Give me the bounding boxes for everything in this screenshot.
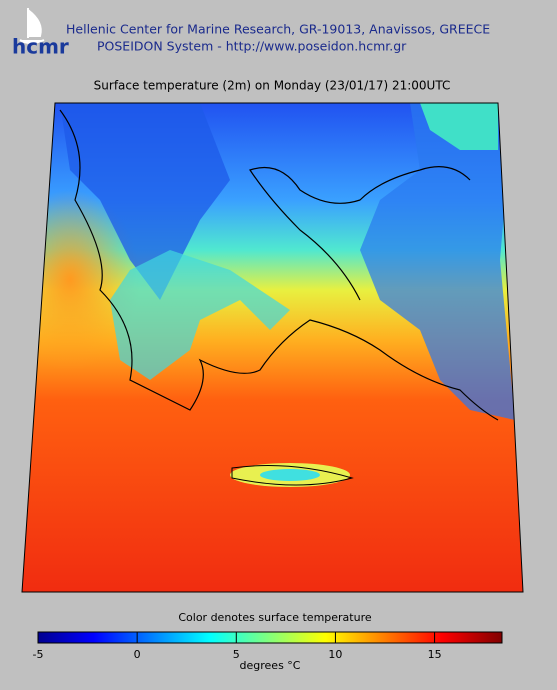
colorbar-label: Color denotes surface temperature — [178, 611, 372, 624]
land-region — [360, 103, 515, 420]
colorbar — [37, 631, 503, 644]
sea-region — [420, 103, 498, 150]
island — [260, 469, 320, 481]
colorbar-unit: degrees °C — [240, 659, 301, 672]
colorbar-tick-label: 5 — [233, 648, 240, 661]
colorbar-tick-label: 0 — [134, 648, 141, 661]
header-line: POSEIDON System - http://www.poseidon.hc… — [97, 39, 407, 54]
colorbar-tick-label: 15 — [428, 648, 442, 661]
map-title: Surface temperature (2m) on Monday (23/0… — [94, 79, 451, 93]
coastline — [231, 465, 354, 486]
map-frame — [21, 102, 524, 593]
logo-ship — [19, 7, 45, 44]
logo-text: hcmr — [12, 35, 69, 59]
coastline — [249, 166, 471, 301]
land-region — [60, 103, 230, 300]
map — [22, 103, 523, 592]
coastline — [59, 109, 499, 421]
colorbar-ticks: -5 0 5 10 15 — [33, 632, 442, 661]
land-region — [110, 250, 290, 380]
colorbar-tick-label: 10 — [328, 648, 342, 661]
colorbar-tick-label: -5 — [33, 648, 44, 661]
header-line: Hellenic Center for Marine Research, GR-… — [66, 22, 490, 37]
logo: hcmr — [12, 7, 69, 59]
